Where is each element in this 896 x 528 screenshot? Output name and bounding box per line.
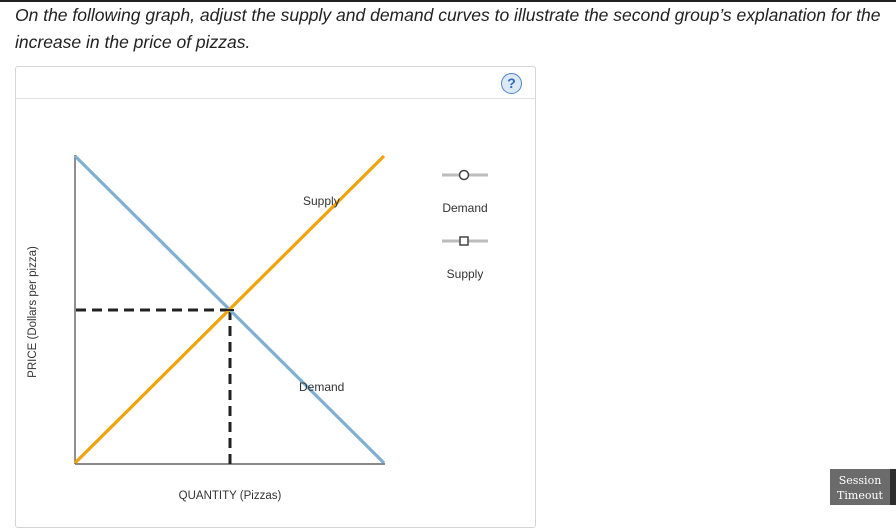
top-rule [0, 0, 896, 2]
supply-curve-label: Supply [303, 194, 340, 208]
demand-curve-label: Demand [299, 380, 345, 394]
question-mark-icon: ? [507, 75, 516, 91]
x-axis-label: QUANTITY (Pizzas) [178, 490, 282, 502]
supply-tool-label: Supply [446, 267, 484, 281]
session-timeout-button[interactable]: Session Timeout [830, 469, 890, 505]
demand-tool[interactable] [440, 166, 490, 184]
panel-divider [16, 98, 535, 99]
square-handle-icon [459, 236, 469, 246]
circle-handle-icon [458, 169, 470, 181]
help-button[interactable]: ? [501, 73, 522, 94]
graph-panel: ? [15, 66, 536, 528]
session-timeout-line2: Timeout [837, 489, 883, 502]
demand-tool-label: Demand [442, 201, 488, 215]
session-timeout-edge [890, 469, 896, 505]
question-instructions: On the following graph, adjust the suppl… [15, 5, 881, 52]
supply-tool[interactable] [440, 232, 490, 250]
supply-demand-graph [73, 154, 386, 465]
y-axis-label: PRICE (Dollars per pizza) [27, 246, 39, 378]
session-timeout-line1: Session [838, 474, 882, 487]
